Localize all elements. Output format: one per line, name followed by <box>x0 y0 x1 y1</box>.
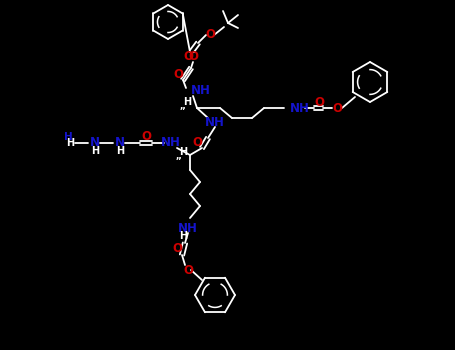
Text: H: H <box>179 147 187 157</box>
Text: H: H <box>183 97 191 107</box>
Text: O: O <box>205 28 215 42</box>
Text: O: O <box>172 243 182 256</box>
Text: H: H <box>64 132 72 142</box>
Text: ,,: ,, <box>176 153 182 161</box>
Text: NH: NH <box>205 116 225 128</box>
Text: ,,: ,, <box>180 103 187 112</box>
Text: NH: NH <box>191 84 211 97</box>
Text: NH: NH <box>178 222 198 235</box>
Text: O: O <box>141 131 151 144</box>
Text: N: N <box>115 136 125 149</box>
Text: O: O <box>314 96 324 108</box>
Text: O: O <box>173 68 183 80</box>
Text: H: H <box>66 138 74 148</box>
Text: H: H <box>116 146 124 156</box>
Text: O: O <box>183 50 193 63</box>
Text: H: H <box>179 231 187 241</box>
Text: O: O <box>332 102 342 114</box>
Text: NH: NH <box>161 136 181 149</box>
Text: O: O <box>183 264 193 276</box>
Text: NH: NH <box>290 102 310 114</box>
Text: N: N <box>90 136 100 149</box>
Text: O: O <box>188 50 198 63</box>
Text: O: O <box>192 136 202 149</box>
Text: H: H <box>91 146 99 156</box>
